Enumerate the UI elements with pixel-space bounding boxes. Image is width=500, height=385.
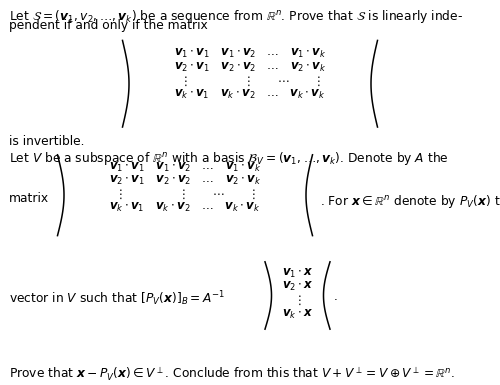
Text: $\boldsymbol{v}_k \cdot \boldsymbol{v}_1 \quad \boldsymbol{v}_k \cdot \boldsymbo: $\boldsymbol{v}_k \cdot \boldsymbol{v}_1… (110, 201, 260, 214)
Text: $\boldsymbol{v}_k \cdot \boldsymbol{x}$: $\boldsymbol{v}_k \cdot \boldsymbol{x}$ (282, 308, 313, 321)
Text: . For $\boldsymbol{x} \in \mathbb{R}^n$ denote by $P_V(\boldsymbol{x})$ the: . For $\boldsymbol{x} \in \mathbb{R}^n$ … (320, 192, 500, 209)
Text: pendent if and only if the matrix: pendent if and only if the matrix (9, 19, 208, 32)
Text: $\boldsymbol{v}_1 \cdot \boldsymbol{v}_1 \quad \boldsymbol{v}_1 \cdot \boldsymbo: $\boldsymbol{v}_1 \cdot \boldsymbol{v}_1… (174, 47, 326, 60)
Text: Prove that $\boldsymbol{x} - P_V(\boldsymbol{x}) \in V^\perp$. Conclude from thi: Prove that $\boldsymbol{x} - P_V(\boldsy… (9, 365, 455, 383)
Text: Let $\mathcal{S} = (\boldsymbol{v}_1, v_2, \ldots, \boldsymbol{v}_k)$ be a seque: Let $\mathcal{S} = (\boldsymbol{v}_1, v_… (9, 8, 463, 25)
Text: $\boldsymbol{v}_1 \cdot \boldsymbol{x}$: $\boldsymbol{v}_1 \cdot \boldsymbol{x}$ (282, 267, 314, 280)
Text: vector in $V$ such that $[P_V(\boldsymbol{x})]_B = A^{-1}$: vector in $V$ such that $[P_V(\boldsymbo… (9, 290, 226, 308)
Text: .: . (334, 290, 338, 303)
Text: $\vdots \qquad\qquad\;\; \vdots \qquad \cdots \qquad \vdots$: $\vdots \qquad\qquad\;\; \vdots \qquad \… (179, 75, 321, 88)
Text: matrix: matrix (9, 192, 49, 206)
Text: Let $V$ be a subspace of $\mathbb{R}^n$ with a basis $\mathcal{B}_V = (\boldsymb: Let $V$ be a subspace of $\mathbb{R}^n$ … (9, 150, 448, 167)
Text: $\boldsymbol{v}_1 \cdot \boldsymbol{v}_1 \quad \boldsymbol{v}_1 \cdot \boldsymbo: $\boldsymbol{v}_1 \cdot \boldsymbol{v}_1… (108, 161, 262, 174)
Text: $\boldsymbol{v}_2 \cdot \boldsymbol{v}_1 \quad \boldsymbol{v}_2 \cdot \boldsymbo: $\boldsymbol{v}_2 \cdot \boldsymbol{v}_1… (174, 60, 326, 74)
Text: $\vdots \qquad\qquad\;\; \vdots \qquad \cdots \qquad \vdots$: $\vdots \qquad\qquad\;\; \vdots \qquad \… (114, 188, 256, 201)
Text: $\boldsymbol{v}_2 \cdot \boldsymbol{x}$: $\boldsymbol{v}_2 \cdot \boldsymbol{x}$ (282, 280, 314, 293)
Text: is invertible.: is invertible. (9, 135, 85, 148)
Text: $\boldsymbol{v}_2 \cdot \boldsymbol{v}_1 \quad \boldsymbol{v}_2 \cdot \boldsymbo: $\boldsymbol{v}_2 \cdot \boldsymbol{v}_1… (108, 174, 262, 187)
Text: $\vdots$: $\vdots$ (294, 294, 302, 307)
Text: $\boldsymbol{v}_k \cdot \boldsymbol{v}_1 \quad \boldsymbol{v}_k \cdot \boldsymbo: $\boldsymbol{v}_k \cdot \boldsymbol{v}_1… (174, 88, 326, 101)
